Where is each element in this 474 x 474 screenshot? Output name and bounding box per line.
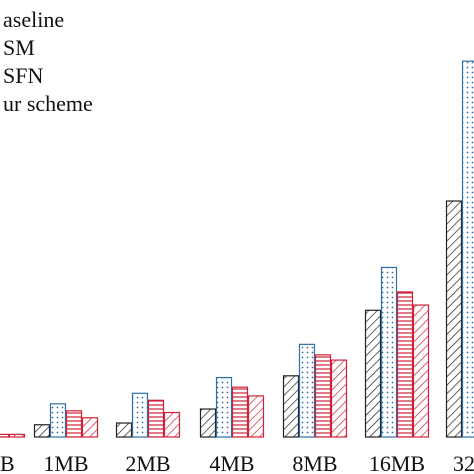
bar-our-scheme-4mb	[247, 395, 265, 438]
bar-our-scheme-2mb	[163, 411, 181, 438]
bar-sfn-16mb	[396, 291, 414, 438]
bar-baseline-2mb	[115, 422, 133, 438]
legend: aseline SM SFN ur scheme	[3, 7, 93, 116]
x-tick-label-32mb: 32	[453, 451, 474, 474]
bar-our-scheme-512kb	[8, 433, 26, 438]
bar-sm-1mb	[49, 403, 67, 438]
bar-baseline-4mb	[199, 408, 217, 438]
legend-entry-sm: SM	[3, 35, 35, 60]
x-tick-label-1mb: 1MB	[43, 451, 88, 474]
bar-baseline-8mb	[282, 375, 300, 438]
bar-sfn-512kb	[0, 433, 10, 438]
x-tick-label-4mb: 4MB	[209, 451, 254, 474]
bar-sm-2mb	[131, 392, 149, 438]
bar-baseline-1mb	[33, 424, 51, 438]
x-tick-label-2mb: 2MB	[125, 451, 170, 474]
bar-our-scheme-1mb	[81, 417, 99, 438]
bar-baseline-16mb	[364, 309, 382, 438]
x-tick-label-512kb: B	[0, 451, 15, 474]
bar-sm-32mb	[461, 60, 474, 438]
bar-sfn-8mb	[314, 354, 332, 438]
bar-our-scheme-16mb	[412, 304, 430, 438]
legend-entry-sfn: SFN	[3, 63, 43, 88]
bar-our-scheme-8mb	[330, 359, 348, 438]
x-tick-labels: B 1MB 2MB 4MB 8MB 16MB 32	[0, 451, 474, 474]
bar-sfn-1mb	[65, 410, 83, 438]
legend-entry-baseline: aseline	[3, 7, 64, 32]
legend-entry-our-scheme: ur scheme	[3, 91, 93, 116]
bar-sfn-2mb	[147, 399, 165, 438]
bar-sm-16mb	[380, 266, 398, 438]
bar-sm-4mb	[215, 376, 233, 438]
bar-sfn-4mb	[231, 386, 249, 438]
bars	[0, 60, 474, 438]
x-tick-label-16mb: 16MB	[369, 451, 425, 474]
bar-baseline-32mb	[445, 200, 463, 438]
x-tick-label-8mb: 8MB	[292, 451, 337, 474]
bar-sm-8mb	[298, 343, 316, 438]
